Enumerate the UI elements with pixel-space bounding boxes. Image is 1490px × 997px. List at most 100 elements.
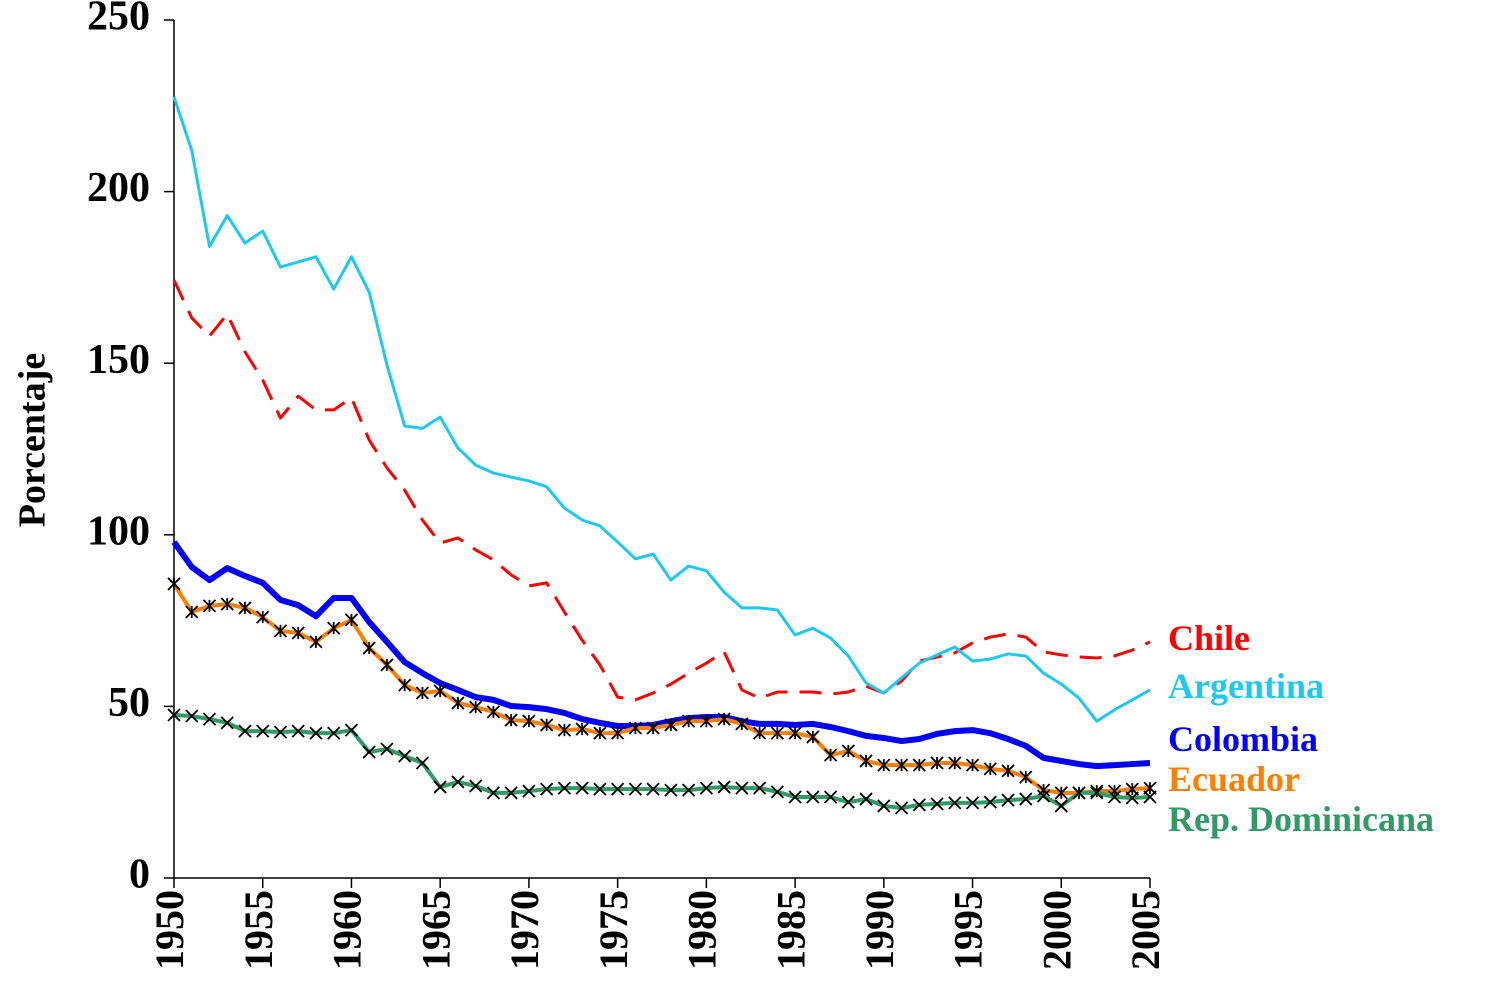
legend-label: Chile	[1168, 618, 1250, 658]
x-tick-label: 2000	[1034, 890, 1079, 970]
series-marker	[185, 605, 199, 619]
y-tick-label: 100	[87, 508, 150, 554]
series-marker	[273, 725, 288, 739]
series-marker	[415, 686, 430, 700]
series-marker	[575, 781, 589, 795]
series-marker	[522, 784, 536, 798]
y-tick-label: 250	[87, 0, 150, 40]
series-marker	[1143, 790, 1157, 804]
series-marker	[486, 786, 501, 800]
series-marker	[202, 599, 217, 613]
series-marker	[983, 795, 997, 809]
series-line	[171, 540, 1151, 770]
series-marker	[1054, 786, 1068, 800]
series-marker	[1125, 791, 1139, 805]
series-marker	[699, 781, 714, 795]
series-marker	[557, 723, 572, 737]
series-marker	[327, 621, 341, 635]
series-marker	[681, 783, 696, 797]
series-line	[172, 279, 1151, 702]
x-tick-label: 1950	[147, 890, 192, 970]
series-marker	[256, 724, 270, 738]
series-marker	[185, 709, 199, 723]
series-marker	[646, 721, 660, 735]
series-marker	[717, 780, 731, 794]
series-marker	[1019, 770, 1033, 784]
series-marker	[362, 641, 376, 655]
series-marker	[398, 678, 412, 692]
x-tick-label: 1975	[591, 890, 636, 970]
y-tick-label: 50	[108, 680, 150, 726]
series-marker	[912, 798, 926, 812]
legend-label: Colombia	[1168, 719, 1318, 759]
legend-label: Rep. Dominicana	[1168, 799, 1434, 839]
series-marker	[309, 635, 323, 649]
series-marker	[1001, 793, 1015, 807]
series-marker	[540, 782, 554, 796]
series-line	[172, 582, 1151, 795]
series-marker	[504, 713, 518, 727]
series-marker	[1001, 764, 1015, 778]
series-marker	[256, 610, 270, 624]
series-marker	[291, 724, 305, 738]
series-marker	[575, 722, 589, 736]
series-marker	[841, 795, 855, 809]
series-marker	[167, 577, 181, 591]
series-marker	[912, 758, 926, 772]
series-marker	[894, 801, 909, 815]
series-marker	[1090, 786, 1104, 800]
series-marker	[327, 726, 341, 740]
series-marker	[469, 700, 483, 714]
series-marker	[806, 790, 820, 804]
series-marker	[486, 705, 501, 719]
series-marker	[167, 708, 181, 722]
series-marker	[646, 782, 660, 796]
series-marker	[451, 696, 465, 710]
series-marker	[1054, 799, 1068, 813]
y-tick-label: 200	[87, 165, 150, 211]
series-marker	[788, 726, 802, 740]
series-line	[172, 96, 1151, 723]
series-marker	[1072, 786, 1086, 800]
series-marker	[398, 749, 412, 763]
y-tick-label: 0	[129, 852, 150, 898]
series-marker	[610, 726, 625, 740]
series-marker	[735, 781, 749, 795]
series-marker	[344, 723, 359, 737]
series-marker	[930, 756, 944, 770]
series-marker	[1036, 789, 1051, 803]
y-tick-label: 150	[87, 337, 150, 383]
series-marker	[983, 762, 997, 776]
series-marker	[841, 744, 855, 758]
series-marker	[380, 742, 394, 756]
series-marker	[238, 724, 252, 738]
series-marker	[238, 601, 252, 615]
x-tick-label: 1980	[680, 890, 725, 970]
series-marker	[557, 781, 572, 795]
legend-label: Argentina	[1168, 666, 1324, 706]
series-marker	[344, 613, 359, 627]
series-marker	[273, 624, 288, 638]
series-marker	[469, 779, 483, 793]
x-tick-label: 1985	[768, 890, 813, 970]
series-marker	[593, 726, 607, 740]
series-marker	[859, 754, 873, 768]
series-marker	[593, 782, 607, 796]
series-marker	[877, 799, 891, 813]
series-marker	[664, 783, 678, 797]
series-marker	[965, 758, 980, 772]
series-marker	[823, 748, 838, 762]
series-marker	[380, 658, 394, 672]
series-marker	[540, 718, 554, 732]
series-marker	[451, 775, 465, 789]
series-marker	[806, 730, 820, 744]
series-marker	[823, 790, 838, 804]
series-marker	[664, 718, 678, 732]
series-marker	[433, 780, 447, 794]
x-tick-label: 1970	[502, 890, 547, 970]
series-marker	[433, 684, 447, 698]
series-marker	[628, 782, 643, 796]
series-marker	[681, 714, 696, 728]
